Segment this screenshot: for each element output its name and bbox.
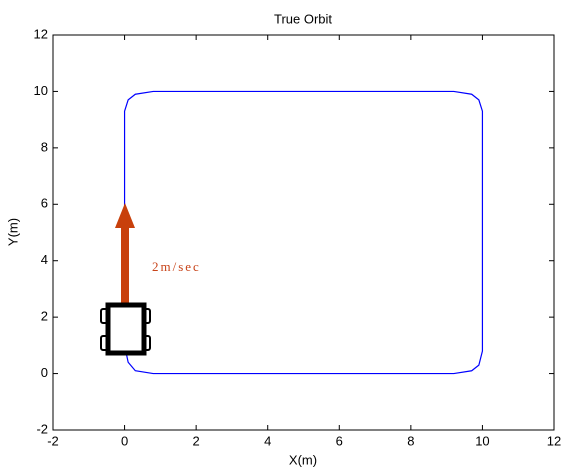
plot-area: [123, 90, 484, 375]
y-tick-label: 0: [41, 365, 48, 380]
orbit-line: [123, 90, 484, 375]
annotation: 2m/sec: [152, 259, 201, 274]
chart-title: True Orbit: [274, 11, 332, 26]
y-tick-label: 6: [41, 196, 48, 211]
x-tick-label: 4: [264, 433, 271, 448]
velocity-arrow: [115, 203, 135, 305]
y-tick-label: -2: [36, 421, 48, 436]
axes-box: [52, 34, 555, 431]
x-tick-label: 12: [547, 433, 561, 448]
arrow-shaft: [121, 225, 129, 305]
y-axis-label: Y(m): [5, 218, 20, 246]
y-tick-label: 2: [41, 309, 48, 324]
x-tick-label: 0: [121, 433, 128, 448]
y-tick-label: 10: [34, 83, 48, 98]
x-axis-label: X(m): [289, 452, 317, 467]
robot-body: [105, 302, 147, 356]
y-tick-label: 4: [41, 252, 48, 267]
x-tick-label: 8: [407, 433, 414, 448]
y-tick-label: 12: [34, 26, 48, 41]
y-tick-label: 8: [41, 139, 48, 154]
x-tick-label: 10: [475, 433, 489, 448]
x-tick-label: 6: [336, 433, 343, 448]
robot: [100, 302, 151, 356]
x-tick-label: -2: [47, 433, 59, 448]
arrow-head: [115, 203, 135, 228]
x-tick-label: 2: [193, 433, 200, 448]
